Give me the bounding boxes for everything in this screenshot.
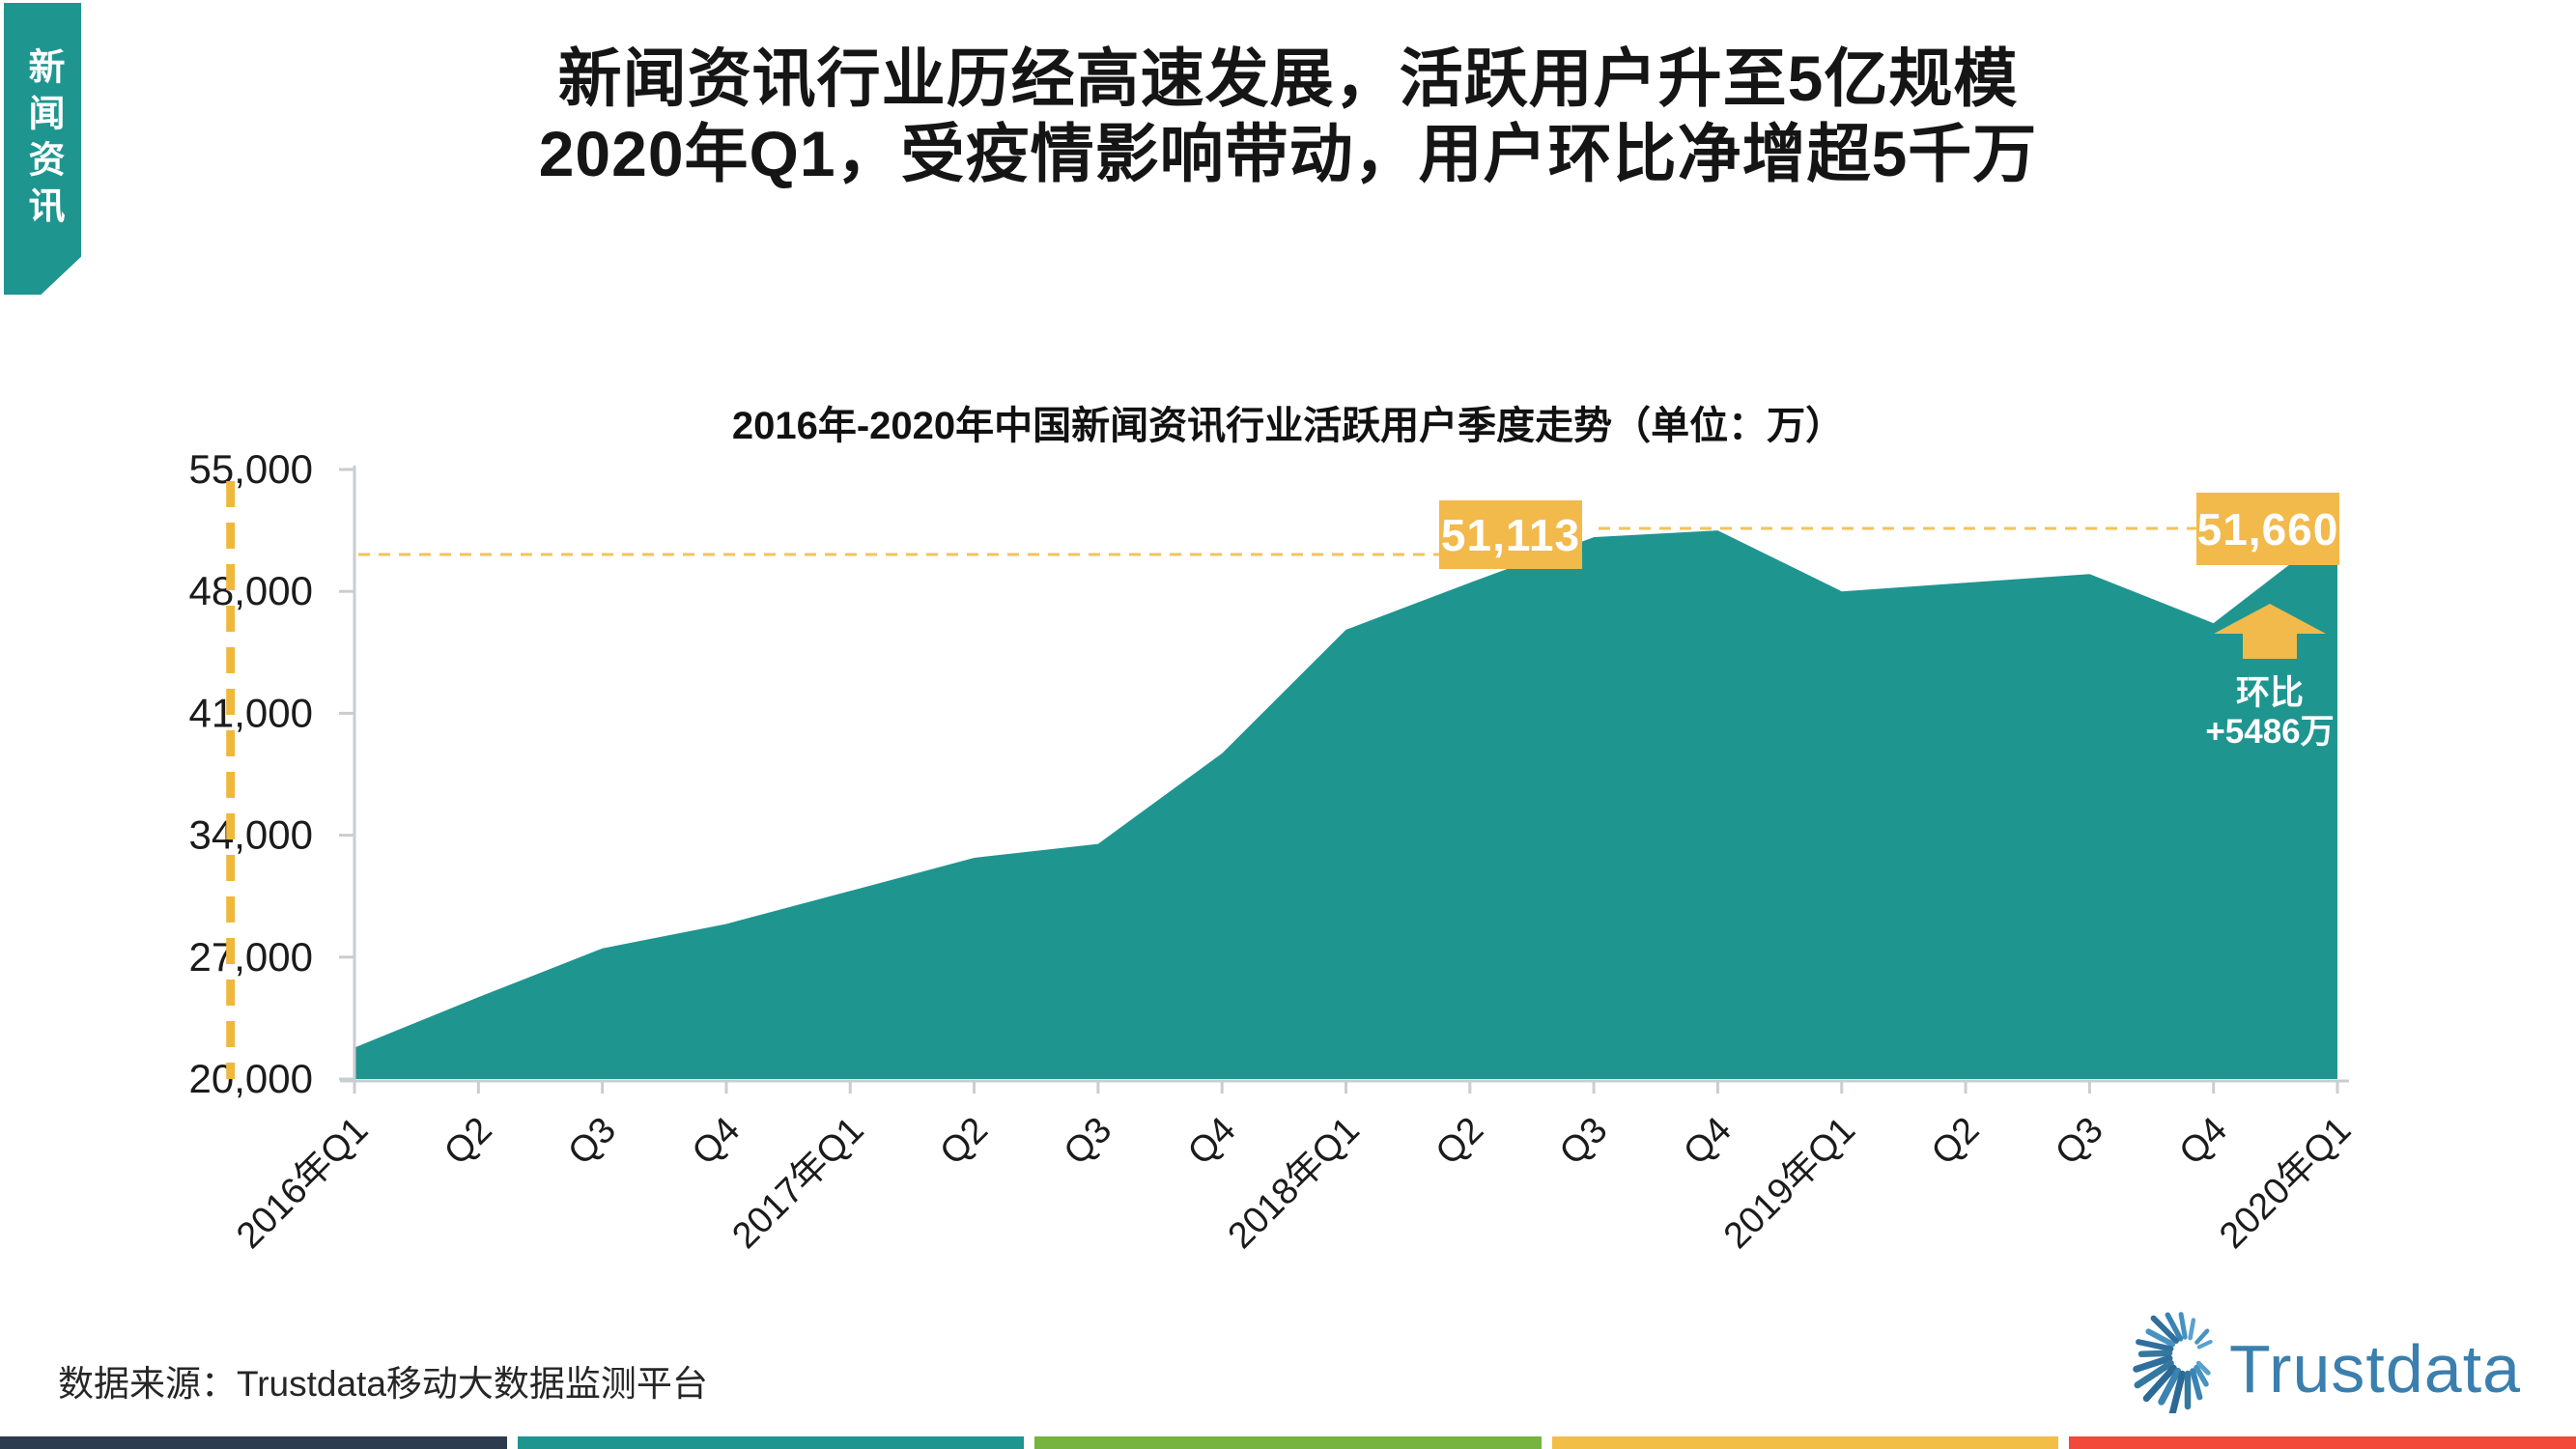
starburst-ray [2195, 1360, 2211, 1376]
corner-tab: 新闻资讯 [4, 3, 81, 295]
x-tick-label: Q2 [437, 1110, 500, 1174]
page-title-line1: 新闻资讯行业历经高速发展，活跃用户升至5亿规模 [557, 43, 2019, 114]
qoq-annotation: 环比 +5486万 [2175, 674, 2364, 752]
y-tick-label: 48,000 [189, 568, 313, 613]
footer-color-bar [0, 1436, 507, 1449]
x-tick-label: Q4 [2172, 1110, 2236, 1174]
y-tick-label: 55,000 [189, 446, 313, 492]
trustdata-logo: Trustdata [2115, 1293, 2569, 1413]
footer-color-bar [1551, 1436, 2059, 1449]
x-tick-label: 2018年Q1 [1221, 1110, 1368, 1257]
x-tick-label: Q4 [1676, 1110, 1740, 1174]
footer-color-bar [2069, 1436, 2576, 1449]
y-tick-label: 41,000 [189, 690, 313, 735]
callout-2018q3-value: 51,113 [1439, 500, 1582, 569]
y-tick-label: 34,000 [189, 812, 313, 858]
starburst-ray [2194, 1328, 2210, 1345]
qoq-annotation-line1: 环比 [2235, 674, 2304, 712]
starburst-ray [2196, 1340, 2213, 1350]
x-tick-label: 2016年Q1 [229, 1110, 376, 1257]
x-tick-label: Q4 [1180, 1110, 1244, 1174]
starburst-ray [2133, 1354, 2173, 1373]
corner-tab-label: 新闻资讯 [22, 47, 63, 233]
x-tick-label: 2019年Q1 [1716, 1110, 1863, 1257]
x-tick-label: Q3 [1552, 1110, 1616, 1174]
footer-color-bar [1034, 1436, 1542, 1449]
x-tick-label: Q4 [685, 1110, 749, 1174]
x-tick-label: Q2 [1924, 1110, 1988, 1174]
starburst-ray [2178, 1312, 2188, 1340]
footer-color-bar [517, 1436, 1025, 1449]
x-tick-label: Q3 [560, 1110, 624, 1174]
starburst-ray [2145, 1328, 2176, 1348]
starburst-ray [2190, 1368, 2203, 1401]
starburst-ray [2142, 1364, 2177, 1403]
qoq-annotation-line2: +5486万 [2205, 713, 2335, 751]
page-title-line2: 2020年Q1，受疫情影响带动，用户环比净增超5千万 [538, 118, 2038, 189]
starburst-ray [2165, 1312, 2184, 1342]
starburst-ray [2150, 1315, 2179, 1344]
starburst-ray [2137, 1350, 2173, 1357]
x-tick-label: Q3 [2048, 1110, 2111, 1174]
y-tick-label: 20,000 [189, 1056, 313, 1101]
y-tick-label: 27,000 [189, 934, 313, 980]
starburst-ray [2188, 1318, 2196, 1341]
x-tick-label: Q2 [1429, 1110, 1492, 1174]
starburst-ray [2134, 1359, 2174, 1389]
starburst-ray [2194, 1364, 2209, 1387]
qoq-up-arrow [2214, 604, 2326, 659]
footer-color-bars [0, 1436, 2576, 1449]
chart-title: 2016年-2020年中国新闻资讯行业活跃用户季度走势（单位：万） [731, 405, 1845, 447]
x-tick-label: 2020年Q1 [2212, 1110, 2359, 1257]
page-title: 新闻资讯行业历经高速发展，活跃用户升至5亿规模 2020年Q1，受疫情影响带动，… [0, 41, 2576, 191]
callout-2020q1-value: 51,660 [2196, 493, 2339, 565]
starburst-ray [2158, 1367, 2182, 1406]
trustdata-starburst-icon [2133, 1312, 2213, 1413]
data-source-note: 数据来源：Trustdata移动大数据监测平台 [58, 1364, 708, 1404]
starburst-ray [2168, 1370, 2186, 1413]
x-tick-label: 2017年Q1 [724, 1110, 871, 1257]
trustdata-logo-text: Trustdata [2229, 1331, 2522, 1406]
starburst-ray [2136, 1339, 2174, 1352]
x-tick-label: Q2 [932, 1110, 996, 1174]
x-tick-label: Q3 [1057, 1110, 1120, 1174]
area-series [354, 527, 2337, 1079]
